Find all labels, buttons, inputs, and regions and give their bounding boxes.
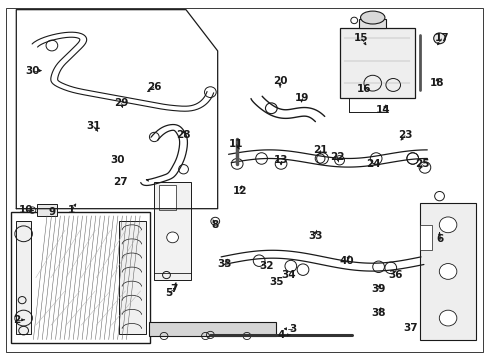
Text: 3: 3: [289, 324, 296, 334]
Text: 19: 19: [294, 93, 308, 103]
Ellipse shape: [360, 11, 384, 24]
Text: 12: 12: [232, 186, 246, 196]
Text: 29: 29: [114, 98, 128, 108]
Text: 7: 7: [170, 284, 177, 294]
Text: 25: 25: [414, 159, 429, 169]
Text: 11: 11: [228, 139, 243, 149]
Text: 20: 20: [272, 76, 287, 86]
Text: 28: 28: [176, 130, 190, 140]
Text: 34: 34: [281, 270, 295, 280]
Text: 14: 14: [375, 105, 390, 115]
Text: 33: 33: [217, 259, 232, 269]
Text: 24: 24: [366, 159, 380, 169]
Text: 26: 26: [147, 82, 161, 92]
Bar: [119, 221, 145, 334]
Text: 30: 30: [110, 155, 125, 165]
Text: 38: 38: [370, 308, 385, 318]
Bar: [16, 221, 31, 334]
Bar: [37, 204, 57, 216]
Text: 9: 9: [48, 207, 55, 217]
Text: 22: 22: [329, 152, 344, 162]
Text: 6: 6: [435, 234, 442, 244]
Text: 13: 13: [273, 155, 288, 165]
Text: 23: 23: [397, 130, 412, 140]
Text: 33: 33: [307, 231, 322, 240]
Text: 27: 27: [113, 177, 127, 187]
Text: 21: 21: [312, 144, 326, 154]
Text: 18: 18: [429, 78, 444, 88]
Text: 5: 5: [165, 288, 172, 298]
Text: 1: 1: [68, 206, 75, 216]
Text: 30: 30: [25, 66, 40, 76]
Bar: [159, 185, 176, 211]
Text: 40: 40: [339, 256, 353, 266]
Bar: [11, 212, 150, 343]
Ellipse shape: [438, 264, 456, 279]
Bar: [149, 321, 276, 336]
Bar: [154, 182, 190, 280]
Text: 39: 39: [371, 284, 385, 294]
Text: 31: 31: [86, 121, 101, 131]
Text: 16: 16: [356, 84, 370, 94]
Ellipse shape: [438, 310, 456, 326]
Bar: [419, 203, 475, 339]
Bar: [419, 225, 431, 250]
Text: 36: 36: [387, 270, 402, 280]
Text: 4: 4: [277, 330, 284, 340]
Bar: [358, 19, 385, 28]
Text: 10: 10: [19, 206, 33, 216]
Text: 2: 2: [13, 315, 20, 325]
Ellipse shape: [438, 217, 456, 233]
Text: 8: 8: [211, 220, 219, 230]
Text: 32: 32: [259, 261, 273, 271]
Text: 35: 35: [268, 277, 283, 287]
Text: 17: 17: [434, 33, 448, 43]
Bar: [339, 28, 414, 98]
Ellipse shape: [433, 33, 445, 44]
Text: 15: 15: [353, 33, 368, 43]
Ellipse shape: [166, 232, 178, 243]
Text: 37: 37: [402, 323, 417, 333]
